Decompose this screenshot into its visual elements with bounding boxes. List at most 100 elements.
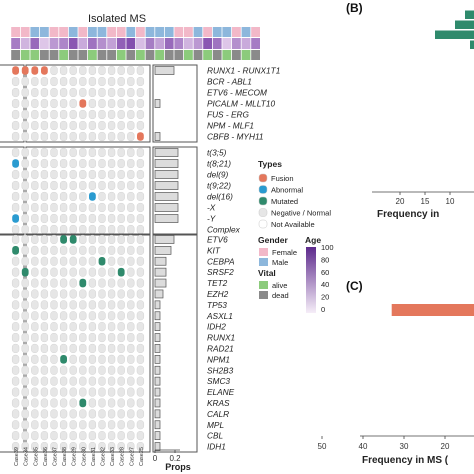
- legend-type-label: Mutated: [271, 197, 298, 206]
- row-label: NPM1: [207, 354, 230, 364]
- negative-cell: [31, 120, 39, 131]
- negative-cell: [59, 147, 68, 158]
- props-tick-label: 0: [153, 454, 158, 463]
- negative-cell: [50, 131, 58, 142]
- tick-label-b: 10: [446, 197, 455, 206]
- negative-cell: [79, 213, 87, 224]
- event-cell: [137, 132, 144, 141]
- prop-bar: [154, 333, 161, 342]
- case-label: Case37: [53, 447, 59, 466]
- negative-cell: [107, 65, 116, 76]
- negative-cell: [107, 180, 116, 191]
- negative-cell: [136, 398, 145, 408]
- negative-cell: [50, 256, 58, 266]
- row-label: IDH2: [207, 322, 226, 332]
- case-label: Case35: [33, 447, 39, 466]
- negative-cell: [79, 256, 87, 266]
- negative-cell: [117, 98, 125, 109]
- negative-cell: [88, 387, 97, 397]
- negative-cell: [88, 365, 97, 375]
- event-cell: [31, 66, 39, 75]
- freq-bar-b: [455, 20, 474, 29]
- negative-cell: [127, 365, 135, 375]
- block-frame-right: [25, 146, 151, 236]
- negative-cell: [117, 65, 125, 76]
- negative-cell: [98, 191, 106, 202]
- negative-cell: [50, 234, 58, 244]
- negative-cell: [50, 354, 58, 364]
- negative-cell: [117, 354, 125, 364]
- negative-cell: [69, 76, 77, 87]
- gender-cell: [49, 27, 59, 37]
- age-cell: [232, 38, 241, 49]
- negative-cell: [107, 109, 116, 120]
- negative-cell: [107, 322, 116, 332]
- negative-cell: [127, 409, 135, 419]
- negative-cell: [127, 180, 135, 191]
- negative-cell: [11, 234, 20, 244]
- age-cell: [241, 38, 251, 49]
- event-cell: [69, 235, 77, 244]
- negative-cell: [40, 322, 49, 332]
- negative-cell: [40, 245, 49, 255]
- negative-cell: [107, 120, 116, 131]
- negative-cell: [21, 202, 29, 213]
- vital-cell: [97, 50, 107, 60]
- negative-cell: [98, 245, 106, 255]
- axis-title-b: Frequency in: [377, 209, 439, 220]
- negative-cell: [31, 431, 39, 441]
- negative-cell: [31, 354, 39, 364]
- negative-cell: [136, 147, 145, 158]
- negative-cell: [117, 87, 125, 98]
- negative-cell: [31, 278, 39, 288]
- row-label: ETV6 - MECOM: [207, 88, 267, 98]
- negative-cell: [40, 300, 49, 310]
- legend-types-title: Types: [258, 159, 282, 169]
- negative-cell: [21, 256, 29, 266]
- negative-cell: [40, 387, 49, 397]
- negative-cell: [21, 365, 29, 375]
- negative-cell: [21, 376, 29, 386]
- negative-cell: [21, 98, 29, 109]
- row-label: RUNX1 - RUNX1T1: [207, 66, 280, 76]
- negative-cell: [69, 147, 77, 158]
- negative-cell: [11, 87, 20, 98]
- negative-cell: [50, 65, 58, 76]
- negative-cell: [59, 333, 68, 343]
- negative-cell: [107, 365, 116, 375]
- negative-cell: [88, 98, 97, 109]
- negative-cell: [59, 409, 68, 419]
- negative-cell: [21, 289, 29, 299]
- legend-vital-swatch: [259, 281, 268, 289]
- age-cell: [251, 38, 260, 49]
- negative-cell: [79, 131, 87, 142]
- negative-cell: [79, 376, 87, 386]
- negative-cell: [21, 398, 29, 408]
- negative-cell: [11, 202, 20, 213]
- vital-cell: [212, 50, 222, 60]
- age-cell: [78, 38, 88, 49]
- age-tick-label: 100: [321, 243, 334, 252]
- gender-cell: [107, 27, 116, 37]
- prop-bar: [154, 278, 167, 288]
- age-cell: [174, 38, 184, 49]
- prop-bar: [154, 289, 164, 299]
- gender-cell: [155, 27, 164, 37]
- negative-cell: [98, 76, 106, 87]
- negative-cell: [31, 87, 39, 98]
- negative-cell: [117, 180, 125, 191]
- negative-cell: [117, 245, 125, 255]
- vital-cell: [78, 50, 88, 60]
- negative-cell: [21, 87, 29, 98]
- legend-age-title: Age: [305, 235, 321, 245]
- negative-cell: [40, 202, 49, 213]
- negative-cell: [59, 76, 68, 87]
- negative-cell: [88, 213, 97, 224]
- negative-cell: [31, 420, 39, 430]
- prop-bar: [154, 387, 161, 397]
- negative-cell: [127, 442, 135, 452]
- negative-cell: [50, 109, 58, 120]
- legend-type-label: Negative / Normal: [271, 209, 331, 218]
- negative-cell: [69, 289, 77, 299]
- negative-cell: [98, 180, 106, 191]
